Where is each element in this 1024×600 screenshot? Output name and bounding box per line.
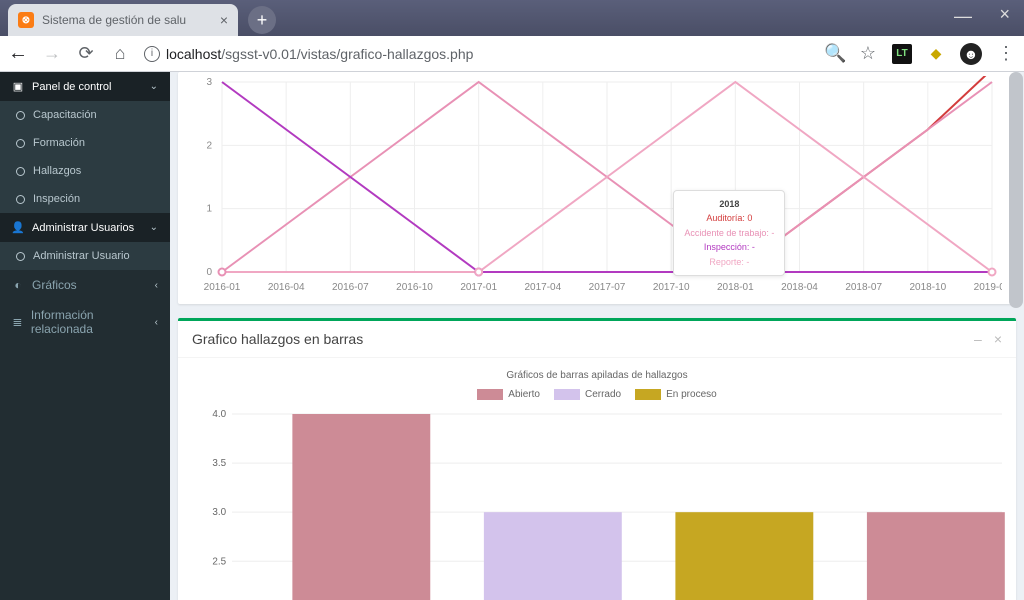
list-icon: ≣ — [12, 315, 23, 329]
site-info-icon[interactable]: i — [144, 46, 160, 62]
bar-chart: 4.03.53.02.52.0 — [232, 410, 1002, 600]
bookmark-icon[interactable]: ☆ — [858, 43, 878, 64]
zoom-icon[interactable]: 🔍 — [824, 43, 844, 64]
sidebar-item-admin-usuario[interactable]: Administrar Usuario — [0, 242, 170, 270]
bar-panel-title: Grafico hallazgos en barras — [192, 331, 363, 347]
sidebar-admin-label: Administrar Usuarios — [32, 222, 134, 234]
bar-chart-title: Gráficos de barras apiladas de hallazgos — [192, 370, 1002, 381]
browser-tab[interactable]: ⊗ Sistema de gestión de salu × — [8, 4, 238, 36]
extension-puzzle-icon[interactable]: ◆ — [926, 44, 946, 64]
svg-text:3.5: 3.5 — [212, 458, 226, 469]
sidebar-item-label: Información relacionada — [31, 308, 147, 336]
sidebar-item-label: Hallazgos — [33, 165, 81, 177]
sidebar-item-label: Gráficos — [32, 278, 77, 292]
chart-tooltip: 2018 Auditoría: 0Accidente de trabajo: -… — [673, 190, 785, 276]
window-minimize-icon[interactable]: — — [954, 6, 972, 27]
sidebar-item-label: Inspeción — [33, 193, 80, 205]
bar-chart-panel: Grafico hallazgos en barras – × Gráficos… — [178, 318, 1016, 600]
svg-text:0: 0 — [206, 267, 212, 278]
nav-back-icon[interactable]: ← — [8, 42, 28, 65]
svg-text:2018-07: 2018-07 — [845, 282, 882, 293]
new-tab-button[interactable]: + — [248, 6, 276, 34]
svg-text:2017-01: 2017-01 — [460, 282, 497, 293]
browser-tabbar: ⊗ Sistema de gestión de salu × + — × — [0, 0, 1024, 36]
line-chart: 0 1 2 3 2016-01 2016-04 2016-07 2016-10 2017-01 2… — [192, 76, 1002, 296]
panel-minimize-icon[interactable]: – — [974, 331, 982, 347]
user-icon: 👤 — [12, 221, 24, 234]
profile-avatar-icon[interactable]: ☻ — [960, 43, 982, 65]
sidebar-item-graficos[interactable]: ◐ Gráficos ‹ — [0, 270, 170, 300]
sidebar-header-panel[interactable]: ▣ Panel de control ⌄ — [0, 72, 170, 101]
sidebar-item-label: Capacitación — [33, 109, 97, 121]
bar-chart-legend: AbiertoCerradoEn proceso — [192, 389, 1002, 400]
pie-chart-icon: ◐ — [12, 278, 24, 292]
svg-text:2019-01: 2019-01 — [974, 282, 1002, 293]
panel-close-icon[interactable]: × — [994, 331, 1002, 347]
svg-text:2018-04: 2018-04 — [781, 282, 818, 293]
sidebar-panel-label: Panel de control — [32, 81, 112, 93]
tab-title: Sistema de gestión de salu — [42, 13, 186, 27]
extension-lt-icon[interactable]: LT — [892, 44, 912, 64]
url-path: /sgsst-v0.01/vistas/grafico-hallazgos.ph… — [221, 46, 473, 62]
svg-text:3: 3 — [206, 77, 212, 88]
svg-text:2: 2 — [206, 140, 212, 151]
nav-reload-icon[interactable]: ⟳ — [76, 43, 96, 64]
browser-menu-icon[interactable]: ⋮ — [996, 43, 1016, 64]
bullet-icon — [16, 139, 25, 148]
svg-text:3.0: 3.0 — [212, 507, 226, 518]
bullet-icon — [16, 167, 25, 176]
sidebar-item-hallazgos[interactable]: Hallazgos — [0, 157, 170, 185]
dashboard-icon: ▣ — [12, 80, 24, 93]
url-host: localhost — [166, 46, 221, 62]
bullet-icon — [16, 252, 25, 261]
tab-close-icon[interactable]: × — [220, 12, 228, 28]
tooltip-title: 2018 — [684, 197, 774, 211]
svg-text:2016-01: 2016-01 — [204, 282, 241, 293]
svg-text:2017-07: 2017-07 — [589, 282, 626, 293]
sidebar-item-capacitacion[interactable]: Capacitación — [0, 101, 170, 129]
sidebar: ▣ Panel de control ⌄ Capacitación Formaci… — [0, 72, 170, 600]
svg-text:2018-01: 2018-01 — [717, 282, 754, 293]
sidebar-item-label: Administrar Usuario — [33, 250, 130, 262]
sidebar-item-info[interactable]: ≣ Información relacionada ‹ — [0, 300, 170, 344]
url-field[interactable]: i localhost/sgsst-v0.01/vistas/grafico-h… — [144, 46, 810, 62]
chevron-down-icon: ⌄ — [150, 222, 158, 233]
svg-text:2018-10: 2018-10 — [909, 282, 946, 293]
nav-forward-icon[interactable]: → — [42, 43, 62, 64]
chevron-down-icon: ⌄ — [150, 81, 158, 92]
svg-text:2017-10: 2017-10 — [653, 282, 690, 293]
bullet-icon — [16, 195, 25, 204]
bullet-icon — [16, 111, 25, 120]
svg-text:2016-10: 2016-10 — [396, 282, 433, 293]
svg-text:2016-07: 2016-07 — [332, 282, 369, 293]
svg-text:2.5: 2.5 — [212, 556, 226, 567]
sidebar-item-inspecion[interactable]: Inspeción — [0, 185, 170, 213]
sidebar-header-admin[interactable]: 👤 Administrar Usuarios ⌄ — [0, 213, 170, 242]
main-content: 0 1 2 3 2016-01 2016-04 2016-07 2016-10 2017-01 2… — [170, 72, 1024, 600]
line-chart-panel: 0 1 2 3 2016-01 2016-04 2016-07 2016-10 2017-01 2… — [178, 72, 1016, 304]
sidebar-item-label: Formación — [33, 137, 85, 149]
chevron-left-icon: ‹ — [155, 317, 158, 328]
window-close-icon[interactable]: × — [999, 4, 1010, 25]
svg-text:1: 1 — [206, 204, 212, 215]
svg-text:2016-04: 2016-04 — [268, 282, 305, 293]
svg-text:2017-04: 2017-04 — [524, 282, 561, 293]
tab-favicon: ⊗ — [18, 12, 34, 28]
chevron-left-icon: ‹ — [155, 280, 158, 291]
nav-home-icon[interactable]: ⌂ — [110, 43, 130, 64]
svg-text:4.0: 4.0 — [212, 409, 226, 420]
sidebar-item-formacion[interactable]: Formación — [0, 129, 170, 157]
address-bar: ← → ⟳ ⌂ i localhost/sgsst-v0.01/vistas/g… — [0, 36, 1024, 72]
